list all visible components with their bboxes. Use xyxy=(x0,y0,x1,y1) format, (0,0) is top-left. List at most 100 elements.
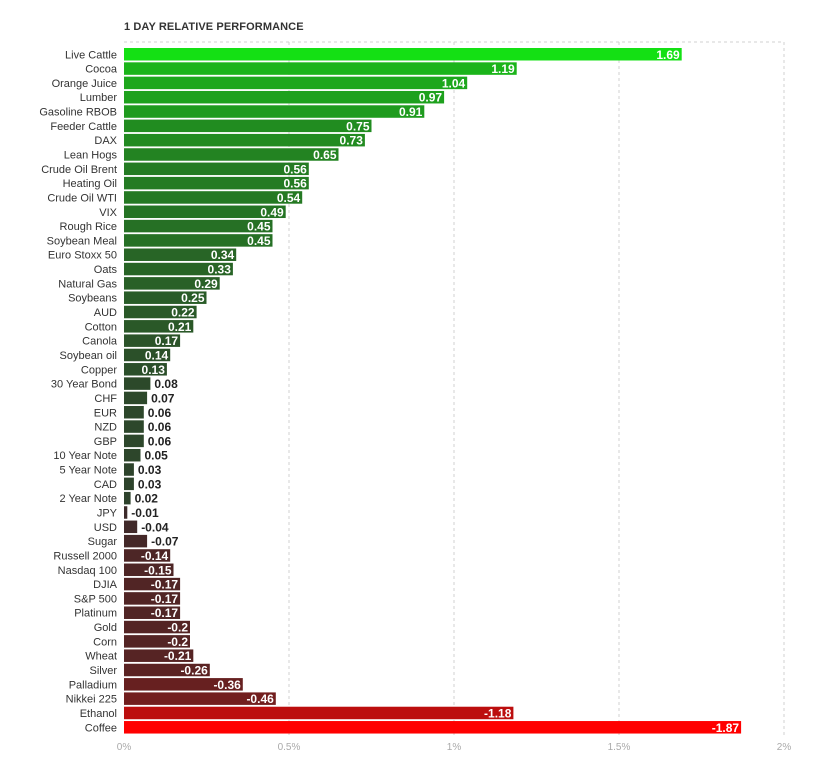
value-label: 0.97 xyxy=(419,91,443,105)
bar xyxy=(124,420,144,433)
bar xyxy=(124,305,197,319)
bar xyxy=(124,678,243,691)
value-label: 0.06 xyxy=(148,434,172,448)
bar xyxy=(124,234,273,247)
value-label: 0.02 xyxy=(135,492,159,506)
category-label: Nikkei 225 xyxy=(66,694,117,706)
category-label: Ethanol xyxy=(80,708,117,720)
value-label: 0.25 xyxy=(181,291,205,305)
bar xyxy=(124,649,194,662)
bar xyxy=(124,291,207,304)
category-label: Lumber xyxy=(80,92,118,104)
value-label: -0.17 xyxy=(151,592,179,606)
bar xyxy=(124,577,181,591)
bar xyxy=(124,219,273,233)
bar xyxy=(124,692,276,705)
value-label: -0.17 xyxy=(151,578,179,592)
bar xyxy=(124,477,134,491)
value-label: 1.69 xyxy=(656,48,680,62)
category-label: 5 Year Note xyxy=(60,465,118,477)
x-tick-label: 0% xyxy=(117,742,132,753)
value-label: 0.22 xyxy=(171,306,195,320)
value-label: 0.08 xyxy=(154,377,178,391)
x-tick-label: 2% xyxy=(777,742,792,753)
category-labels: Live Cattle Cocoa Orange Juice Lumber Gasoli… xyxy=(39,49,118,734)
bar xyxy=(124,563,174,577)
value-label: -0.15 xyxy=(144,563,172,577)
x-tick-label: 1.5% xyxy=(608,742,631,753)
value-label: 0.91 xyxy=(399,105,423,119)
bar xyxy=(124,90,445,104)
value-label: 0.45 xyxy=(247,234,271,248)
value-label: 0.33 xyxy=(208,263,232,277)
bar xyxy=(124,191,303,204)
category-label: Gasoline RBOB xyxy=(39,107,117,119)
bar xyxy=(124,176,309,190)
value-label: 0.03 xyxy=(138,477,162,491)
category-label: Copper xyxy=(81,364,117,376)
chart-title: 1 DAY RELATIVE PERFORMANCE xyxy=(124,21,304,33)
bar xyxy=(124,463,134,476)
value-label: 0.56 xyxy=(283,162,307,176)
category-label: DJIA xyxy=(93,579,118,591)
category-label: Soybean Meal xyxy=(47,235,117,247)
bar xyxy=(124,520,138,534)
value-label: -0.14 xyxy=(141,549,169,563)
value-label: -0.2 xyxy=(167,621,188,635)
value-label: -0.17 xyxy=(151,606,179,620)
category-label: Orange Juice xyxy=(52,78,117,90)
bar xyxy=(124,448,141,462)
category-label: Soybean oil xyxy=(60,350,118,362)
value-label: -0.46 xyxy=(246,692,274,706)
bar xyxy=(124,635,190,648)
category-label: Wheat xyxy=(85,651,117,663)
category-label: AUD xyxy=(94,307,117,319)
value-label: 0.49 xyxy=(260,205,284,219)
bar xyxy=(124,105,425,118)
category-label: Silver xyxy=(89,665,117,677)
bar xyxy=(124,620,190,634)
value-label: 0.56 xyxy=(283,177,307,191)
category-label: Platinum xyxy=(74,608,117,620)
bar xyxy=(124,334,181,347)
bar xyxy=(124,606,181,619)
bar xyxy=(124,348,171,362)
x-tick-label: 1% xyxy=(447,742,462,753)
bar xyxy=(124,391,148,405)
category-label: CAD xyxy=(94,479,117,491)
value-label: 0.45 xyxy=(247,220,271,234)
category-label: EUR xyxy=(94,407,117,419)
value-label: 0.75 xyxy=(346,119,370,133)
value-label: -0.2 xyxy=(167,635,188,649)
value-label: -0.04 xyxy=(141,520,169,534)
value-label: -0.01 xyxy=(131,506,159,520)
value-label: -1.87 xyxy=(712,721,740,735)
category-label: Natural Gas xyxy=(58,278,117,290)
category-label: Cotton xyxy=(85,321,117,333)
category-label: Nasdaq 100 xyxy=(58,565,117,577)
bar xyxy=(124,48,682,61)
category-label: Crude Oil Brent xyxy=(41,164,117,176)
x-axis-ticks: 0% 0.5% 1% 1.5% 2% xyxy=(117,742,792,753)
value-labels: 1.69 1.19 1.040.970.91 0.750.730.65 0.560.56… xyxy=(131,48,739,735)
value-label: 0.13 xyxy=(142,363,166,377)
bar xyxy=(124,133,365,147)
bar xyxy=(124,592,181,605)
category-label: GBP xyxy=(94,436,117,448)
bar xyxy=(124,277,220,290)
bar xyxy=(124,706,514,720)
value-label: 0.17 xyxy=(155,334,179,348)
bar xyxy=(124,320,194,333)
category-label: Russell 2000 xyxy=(53,550,117,562)
category-label: CHF xyxy=(94,393,117,405)
value-label: 0.29 xyxy=(194,277,218,291)
value-label: 0.05 xyxy=(145,449,169,463)
category-label: 10 Year Note xyxy=(53,450,117,462)
value-label: 0.14 xyxy=(145,348,169,362)
category-label: Feeder Cattle xyxy=(50,121,117,133)
bar xyxy=(124,434,144,448)
bar xyxy=(124,76,468,90)
bar xyxy=(124,549,171,562)
category-label: Coffee xyxy=(85,722,117,734)
